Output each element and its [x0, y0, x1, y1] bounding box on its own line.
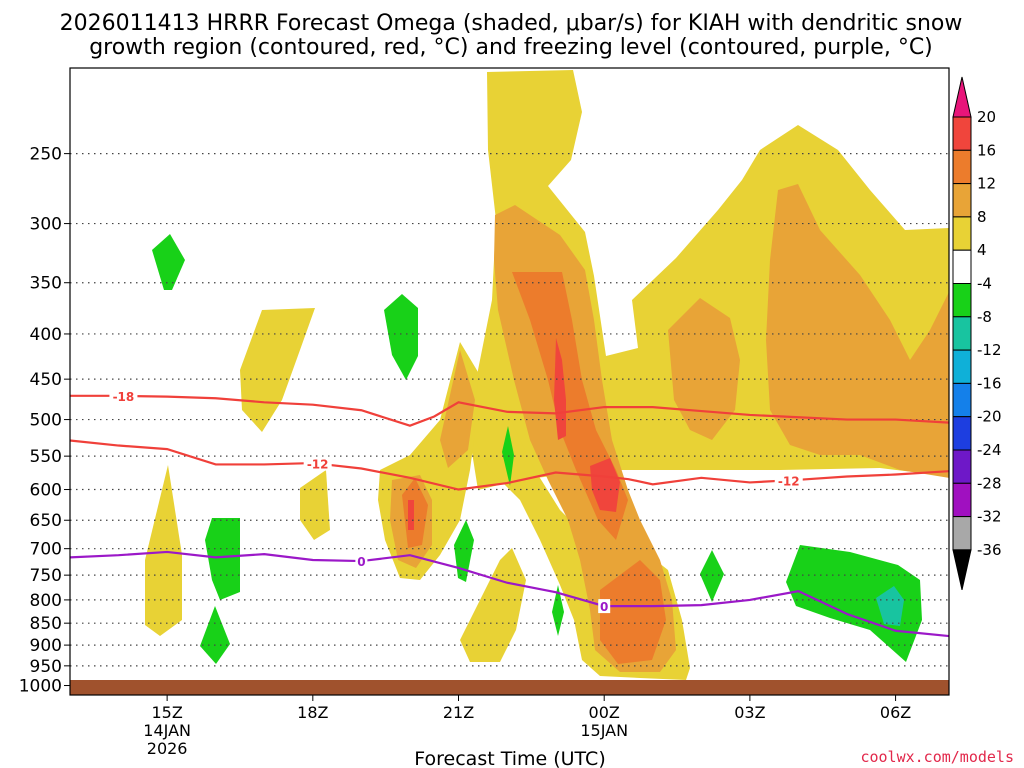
y-tick-label: 500	[30, 411, 62, 431]
colorbar-label: 20	[977, 108, 996, 126]
colorbar-label: -4	[977, 275, 992, 293]
x-tick-date: 15JAN	[580, 721, 628, 740]
omega-shade-yellow-600	[300, 470, 330, 540]
omega-shade-green-3	[205, 518, 240, 600]
omega-shade-green-4	[200, 606, 230, 664]
colorbar-swatch	[952, 382, 972, 418]
colorbar-swatch	[952, 482, 972, 518]
omega-shade-green-9	[786, 545, 922, 662]
omega-shade-red-2	[590, 458, 620, 512]
colorbar-top-arrow	[952, 76, 972, 118]
y-tick-label: 450	[30, 370, 62, 390]
y-tick-label: 250	[30, 145, 62, 165]
x-tick-label: 06Z	[880, 703, 911, 722]
colorbar-label: 16	[977, 141, 996, 159]
colorbar-label: -32	[977, 508, 1002, 526]
colorbar-swatch	[952, 183, 972, 218]
x-tick-date: 14JAN	[143, 721, 191, 740]
omega-shade-darkorange-low	[600, 560, 666, 664]
colorbar-swatch	[952, 149, 972, 185]
colorbar-swatch	[952, 416, 972, 451]
omega-shade-red-1	[554, 338, 566, 440]
x-tick-label: 00Z	[589, 703, 620, 722]
y-tick-label: 650	[30, 511, 62, 531]
contour-label: 0	[600, 600, 608, 614]
x-tick-label: 21Z	[443, 703, 474, 722]
colorbar-swatch	[952, 216, 972, 251]
omega-shade-green-2	[384, 294, 418, 380]
colorbar-swatch	[952, 249, 972, 284]
y-tick-label: 300	[30, 215, 62, 235]
contour-label-bg	[303, 456, 332, 471]
x-tick-label: 15Z	[151, 703, 182, 722]
colorbar-bottom-arrow	[952, 549, 972, 591]
chart-title-line2: growth region (contoured, red, °C) and f…	[89, 35, 933, 60]
contour-label: -12	[307, 458, 329, 472]
contour-label-bg	[355, 554, 368, 569]
colorbar-label: -20	[977, 408, 1002, 426]
y-tick-label: 350	[30, 274, 62, 294]
y-tick-label: 400	[30, 325, 62, 345]
contour-line	[69, 550, 950, 638]
colorbar-label: -36	[977, 541, 1002, 559]
y-tick-label: 700	[30, 540, 62, 560]
colorbar-swatch	[952, 283, 972, 318]
y-tick-label: 750	[30, 566, 62, 586]
y-tick-label: 800	[30, 591, 62, 611]
omega-shade-orange-right	[766, 184, 949, 478]
y-tick-label: 600	[30, 481, 62, 501]
colorbar-label: 4	[977, 241, 987, 259]
colorbar-label: -24	[977, 441, 1002, 459]
temperature-contours: -18 -12 -12 0 0	[69, 388, 950, 638]
x-axis-label: Forecast Time (UTC)	[414, 748, 605, 768]
omega-shading	[145, 70, 949, 680]
y-axis: 2503003504004505005506006507007508008509…	[19, 145, 70, 697]
colorbar-label: 12	[977, 175, 996, 193]
colorbar-swatch	[952, 316, 972, 351]
colorbar-swatch	[952, 116, 972, 151]
colorbar-label: -8	[977, 308, 992, 326]
plot-frame	[69, 67, 950, 696]
omega-shade-green-6	[454, 520, 474, 582]
colorbar-label: 8	[977, 208, 987, 226]
contour-line	[70, 394, 950, 427]
y-tick-label: 1000	[19, 677, 62, 697]
x-tick-label: 03Z	[734, 703, 765, 722]
omega-shade-teal	[876, 586, 904, 626]
contour-label: -18	[113, 390, 135, 404]
colorbar-label: -28	[977, 474, 1002, 492]
omega-shade-darkorange-left	[402, 478, 428, 548]
colorbar-swatch	[952, 516, 972, 551]
omega-shade-green-8	[700, 550, 724, 602]
x-tick-label: 18Z	[297, 703, 328, 722]
contour-label: 0	[357, 555, 365, 569]
contour-label-bg	[598, 599, 611, 614]
y-tick-label: 850	[30, 614, 62, 634]
contour-label: -12	[778, 474, 800, 488]
colorbar-label: -16	[977, 374, 1002, 392]
omega-shade-green-1	[152, 234, 185, 290]
contour-label-bg	[774, 473, 803, 488]
pressure-gridlines	[70, 153, 949, 687]
credit-text: coolwx.com/models	[860, 748, 1014, 766]
omega-shade-red-3	[408, 500, 414, 530]
omega-colorbar: 20 16 12 8 4 -4 -8 -12 -16 -20 -24 -28 -32 -36	[952, 76, 1002, 591]
omega-shade-orange-mid	[668, 298, 740, 440]
y-tick-label: 900	[30, 636, 62, 656]
omega-shade-yellow-low	[460, 548, 526, 662]
colorbar-label: -12	[977, 341, 1002, 359]
omega-shade-yellow-400	[240, 308, 315, 432]
y-tick-label: 550	[30, 447, 62, 467]
chart-title-line1: 2026011413 HRRR Forecast Omega (shaded, …	[60, 11, 963, 36]
ground-surface-strip	[70, 680, 949, 695]
colorbar-swatch	[952, 449, 972, 484]
y-tick-label: 950	[30, 657, 62, 677]
omega-shade-green-7	[552, 585, 564, 636]
colorbar-swatch	[952, 349, 972, 384]
omega-shade-yellow-800	[145, 465, 182, 636]
contour-label-bg	[109, 388, 138, 403]
x-tick-year: 2026	[147, 739, 188, 758]
